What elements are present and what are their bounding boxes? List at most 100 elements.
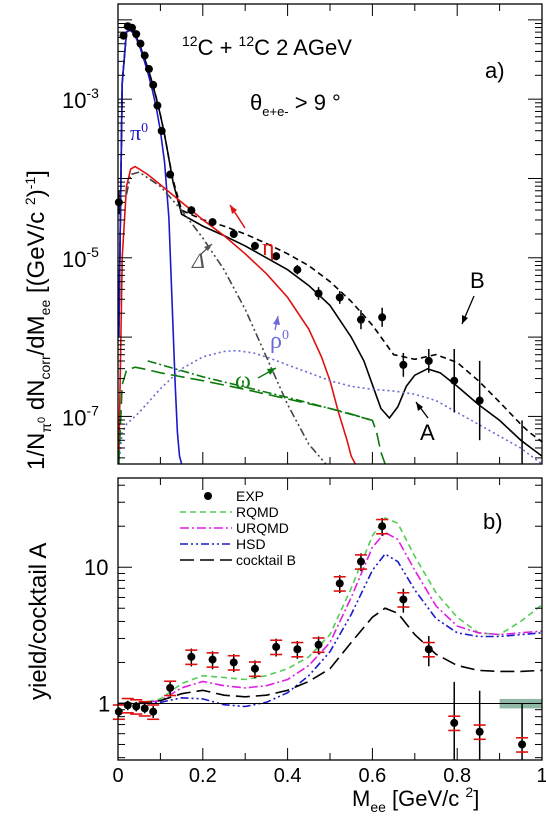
theta-subscript: e+e- <box>262 104 288 119</box>
data-point <box>250 241 259 250</box>
theta-cut-label: θe+e- > 9 ° <box>250 90 341 119</box>
data-point <box>399 595 408 604</box>
data-point <box>229 658 238 667</box>
data-point <box>136 39 145 48</box>
legend-label: cocktail B <box>236 552 296 568</box>
ylabel-a-4: [(GeV/c <box>23 205 50 300</box>
data-point <box>166 683 175 692</box>
data-point <box>378 313 387 322</box>
ytick-label: 10-3 <box>62 85 99 113</box>
data-point <box>149 80 158 89</box>
ylabel-a-close: ] <box>23 170 50 177</box>
panel-a-ytick-labels: 10-310-510-7 <box>62 85 99 430</box>
cocktail-a-label: A <box>420 420 435 445</box>
data-point <box>119 31 128 40</box>
xlabel-exp: 2 <box>465 784 473 800</box>
panel-b-xlabel: Mee [GeV/c 2] <box>352 784 479 815</box>
ytick-base: 10 <box>62 405 86 430</box>
ylabel-a-1: 1/N <box>23 433 50 470</box>
delta-arrowhead <box>204 244 212 251</box>
curve-Δ <box>125 171 327 464</box>
cocktail-a-arrowhead <box>416 402 423 411</box>
title-sup-2: 12 <box>239 33 255 49</box>
data-point <box>127 23 136 32</box>
data-point <box>153 101 162 110</box>
ytick-label: 10 <box>84 555 108 580</box>
curve-ω <box>118 366 386 464</box>
panel-b-ylabel: yield/cocktail A <box>25 543 52 700</box>
curve-HSD <box>118 552 542 708</box>
xtick-label: 0.2 <box>189 765 217 787</box>
data-point <box>293 265 302 274</box>
data-point <box>475 396 484 405</box>
legend-label: RQMD <box>236 504 279 520</box>
data-point <box>450 376 459 385</box>
ylabel-a-2: dN <box>23 379 50 416</box>
data-point <box>187 652 196 661</box>
omega-arrowhead <box>267 368 276 375</box>
xtick-label: 0 <box>112 765 123 787</box>
data-point <box>272 642 281 651</box>
panel-a-title: 12C + 12C 2 AGeV <box>182 33 352 60</box>
data-point <box>123 701 132 710</box>
panel-a: 12C + 12C 2 AGeV a) θe+e- > 9 ° π0 η Δ ρ… <box>22 3 543 470</box>
xtick-label: 0.4 <box>274 765 302 787</box>
rho0-label: ρ0 <box>270 328 289 354</box>
data-point <box>293 645 302 654</box>
curve-η <box>118 165 357 464</box>
data-point <box>424 645 433 654</box>
data-point <box>144 65 153 74</box>
ylabel-a-c2: 2 <box>22 197 38 205</box>
panel-b-label: b) <box>483 509 503 534</box>
ylabel-a-paren: ) <box>23 189 50 197</box>
panel-a-label: a) <box>485 58 505 83</box>
data-point <box>424 356 433 365</box>
ytick-base: 10 <box>62 88 86 113</box>
ytick-base: 10 <box>62 247 86 272</box>
ylabel-a-corr: corr <box>37 355 53 379</box>
data-point <box>314 289 323 298</box>
curve-RQMD <box>118 517 542 705</box>
title-element-1: C + <box>198 35 239 60</box>
panel-b-ytick-labels: 1 10 <box>84 555 110 716</box>
legend-label: EXP <box>236 488 264 504</box>
panel-a-ticks <box>117 4 543 464</box>
data-point <box>187 206 196 215</box>
data-point <box>518 740 527 749</box>
xtick-label: 0.8 <box>443 765 471 787</box>
xtick-label: 1 <box>536 765 546 787</box>
ylabel-a-m1: -1 <box>22 177 38 190</box>
xtick-label: 0.6 <box>358 765 386 787</box>
data-point <box>114 707 123 716</box>
xlabel-m: M <box>352 786 370 811</box>
theta-cut-value: > 9 ° <box>289 90 341 115</box>
data-point <box>356 315 365 324</box>
rho0-arrowhead <box>273 316 280 325</box>
panel-b-curves <box>118 517 542 709</box>
ytick-label: 10-5 <box>62 244 99 272</box>
xlabel-close: ] <box>473 786 479 811</box>
pi0-symbol: π <box>130 120 141 145</box>
curve-cocktail-B <box>118 607 542 705</box>
data-point <box>399 360 408 369</box>
panel-b-data-points <box>112 517 529 760</box>
cocktail-b-label: B <box>470 268 485 293</box>
ylabel-a-pi: π <box>38 423 54 433</box>
data-point <box>149 707 158 716</box>
rho0-sup: 0 <box>282 328 289 343</box>
legend-marker-exp <box>204 492 212 500</box>
data-point <box>335 579 344 588</box>
panel-a-data-points <box>114 22 523 464</box>
data-point <box>140 51 149 60</box>
eta-label: η <box>262 235 275 261</box>
ytick-exp: -5 <box>86 244 99 260</box>
data-point <box>140 704 149 713</box>
ylabel-a-ee: ee <box>37 300 53 316</box>
panel-a-ylabel: 1/Nπ0 dNcorr/dMee [(GeV/c 2)-1] <box>22 170 54 470</box>
data-point <box>378 522 387 531</box>
data-point <box>356 557 365 566</box>
ytick-label: 10-7 <box>62 402 99 430</box>
